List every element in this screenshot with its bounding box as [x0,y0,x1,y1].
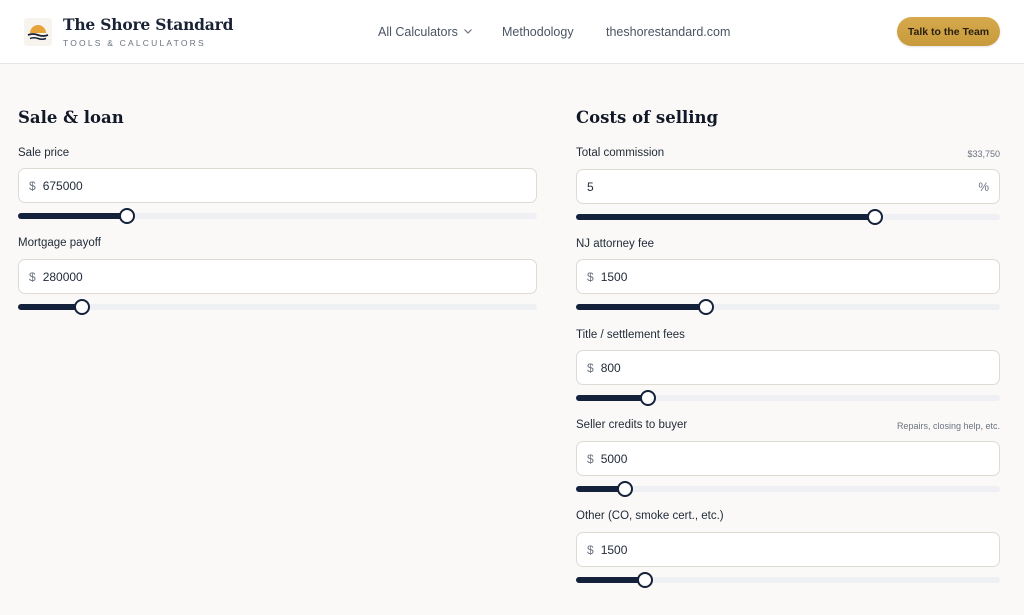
slider-fill [576,304,706,310]
sunrise-logo-icon [24,18,52,46]
currency-prefix: $ [587,360,594,375]
slider-track [18,213,537,219]
total-commission-slider[interactable] [576,209,1000,225]
attorney-fee-label: NJ attorney fee [576,238,654,250]
slider-thumb[interactable] [640,390,657,406]
slider-thumb[interactable] [636,572,653,588]
total-commission-value: 5 [587,179,594,194]
sale-price-input[interactable]: $ 675000 [18,168,537,203]
total-commission-label: Total commission [576,147,665,159]
seller-credits-slider[interactable] [576,481,1000,497]
commission-amount-hint: $33,750 [967,149,1000,159]
slider-thumb[interactable] [74,299,91,315]
title-fees-input[interactable]: $ 800 [576,350,1000,385]
currency-prefix: $ [29,178,36,193]
slider-track [18,304,537,310]
brand-title: The Shore Standard [63,15,234,34]
mortgage-payoff-label: Mortgage payoff [18,237,101,249]
other-costs-input[interactable]: $ 1500 [576,532,1000,567]
currency-prefix: $ [587,542,594,557]
seller-credits-label: Seller credits to buyer [576,419,688,431]
other-costs-slider[interactable] [576,572,1000,588]
title-fees-slider[interactable] [576,390,1000,406]
slider-fill [18,304,83,310]
section-title-costs: Costs of selling [576,108,719,127]
slider-fill [576,395,649,401]
slider-fill [576,577,645,583]
mortgage-payoff-input[interactable]: $ 280000 [18,259,537,294]
attorney-fee-value: 1500 [600,269,628,284]
seller-credits-input[interactable]: $ 5000 [576,441,1000,476]
section-title-sale-loan: Sale & loan [18,108,124,127]
mortgage-payoff-value: 280000 [42,269,83,284]
percent-suffix: % [978,179,989,194]
currency-prefix: $ [29,269,36,284]
top-header: The Shore Standard TOOLS & CALCULATORS A… [0,0,1024,64]
title-fees-value: 800 [600,360,621,375]
slider-track [576,486,1000,492]
talk-to-team-button[interactable]: Talk to the Team [897,17,1000,46]
nav-methodology[interactable]: Methodology [502,25,574,39]
nav-site-link[interactable]: theshorestandard.com [606,25,731,39]
attorney-fee-input[interactable]: $ 1500 [576,259,1000,294]
currency-prefix: $ [587,269,594,284]
slider-thumb[interactable] [118,208,135,224]
currency-prefix: $ [587,451,594,466]
slider-thumb[interactable] [697,299,714,315]
seller-credits-hint: Repairs, closing help, etc. [896,421,1000,431]
slider-thumb[interactable] [867,209,884,225]
total-commission-input[interactable]: 5 % [576,169,1000,204]
mortgage-payoff-slider[interactable] [18,299,537,315]
brand-subtitle: TOOLS & CALCULATORS [63,38,206,48]
sale-price-label: Sale price [18,147,70,159]
seller-credits-value: 5000 [600,451,628,466]
other-costs-label: Other (CO, smoke cert., etc.) [576,510,724,522]
sale-price-slider[interactable] [18,208,537,224]
other-costs-value: 1500 [600,542,628,557]
nav-all-calculators[interactable]: All Calculators [378,25,472,39]
chevron-down-icon [463,29,472,34]
sale-price-value: 675000 [42,178,83,193]
nav-all-calculators-label: All Calculators [378,25,458,39]
slider-fill [576,214,876,220]
slider-track [576,577,1000,583]
slider-thumb[interactable] [616,481,633,497]
attorney-fee-slider[interactable] [576,299,1000,315]
slider-fill [18,213,127,219]
slider-track [576,304,1000,310]
slider-track [576,395,1000,401]
title-fees-label: Title / settlement fees [576,329,685,341]
slider-fill [576,486,625,492]
